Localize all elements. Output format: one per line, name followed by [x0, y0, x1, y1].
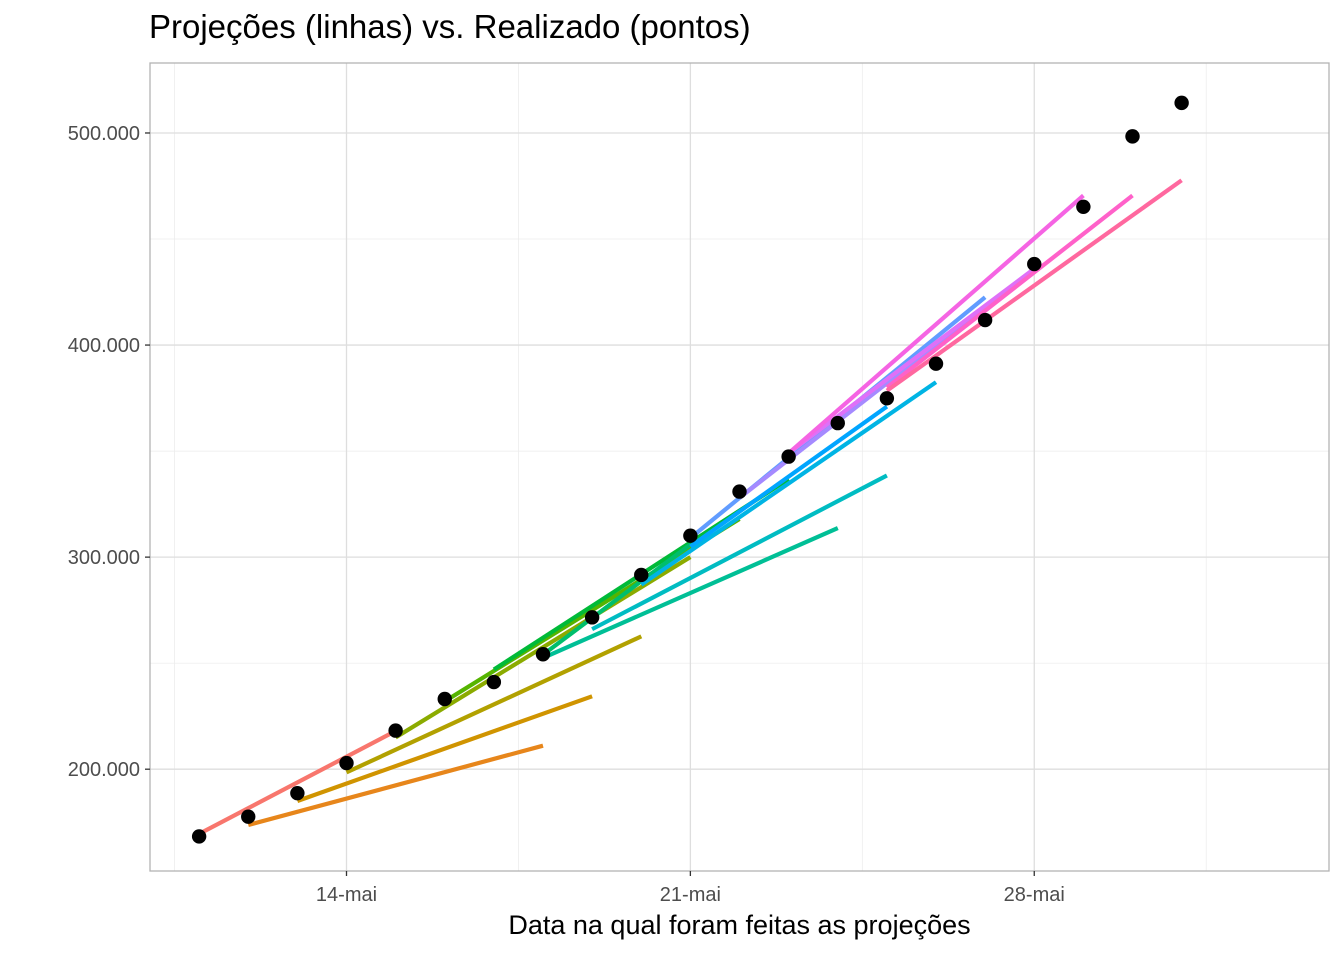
projection-line: [247, 743, 544, 828]
realized-point: [977, 312, 993, 328]
realized-points: [191, 95, 1189, 844]
y-tick-label: 500.000: [68, 123, 140, 145]
projection-line: [542, 526, 839, 660]
x-tick-label: 21-mai: [660, 884, 721, 906]
y-tick-label: 300.000: [68, 547, 140, 569]
y-tick-label: 400.000: [68, 335, 140, 357]
realized-point: [830, 415, 845, 431]
realized-point: [584, 610, 600, 625]
projection-line: [198, 729, 397, 836]
realized-point: [1125, 129, 1140, 144]
realized-point: [1027, 256, 1042, 272]
plot-panel: [150, 63, 1329, 871]
x-tick-label: 14-mai: [316, 884, 377, 906]
realized-point: [535, 647, 551, 662]
y-axis-ticks: 200.000 300.000 400.000 500.000: [68, 123, 150, 781]
y-tick-label: 200.000: [68, 759, 140, 781]
x-axis-ticks: 14-mai 21-mai 28-mai: [316, 871, 1065, 906]
realized-point: [290, 785, 305, 801]
realized-point: [388, 723, 403, 738]
realized-point: [486, 674, 502, 690]
projection-line: [640, 380, 938, 587]
projection-line: [787, 193, 1085, 455]
projection-line: [787, 267, 1036, 455]
plot-border: [149, 62, 1330, 872]
x-axis-label: Data na qual foram feitas as projeções: [508, 910, 971, 940]
realized-point: [339, 755, 354, 771]
realized-point: [928, 356, 944, 371]
realized-point: [683, 528, 698, 543]
realized-point: [879, 391, 895, 406]
realized-point: [732, 484, 747, 499]
realized-point: [241, 809, 256, 824]
realized-point: [1174, 95, 1189, 111]
realized-point: [1076, 199, 1091, 214]
realized-point: [634, 567, 649, 583]
projection-line: [885, 178, 1183, 393]
projection-lines: [198, 178, 1183, 836]
projection-line: [541, 542, 692, 657]
chart-title: Projeções (linhas) vs. Realizado (pontos…: [149, 8, 751, 45]
realized-point: [191, 829, 207, 844]
realized-point: [781, 449, 796, 464]
x-tick-label: 28-mai: [1004, 884, 1065, 906]
projection-line: [689, 404, 889, 549]
projection-line: [345, 634, 643, 775]
projection-line: [296, 694, 593, 803]
projection-line: [591, 473, 888, 632]
projection-line: [885, 193, 1134, 390]
realized-point: [437, 691, 452, 707]
